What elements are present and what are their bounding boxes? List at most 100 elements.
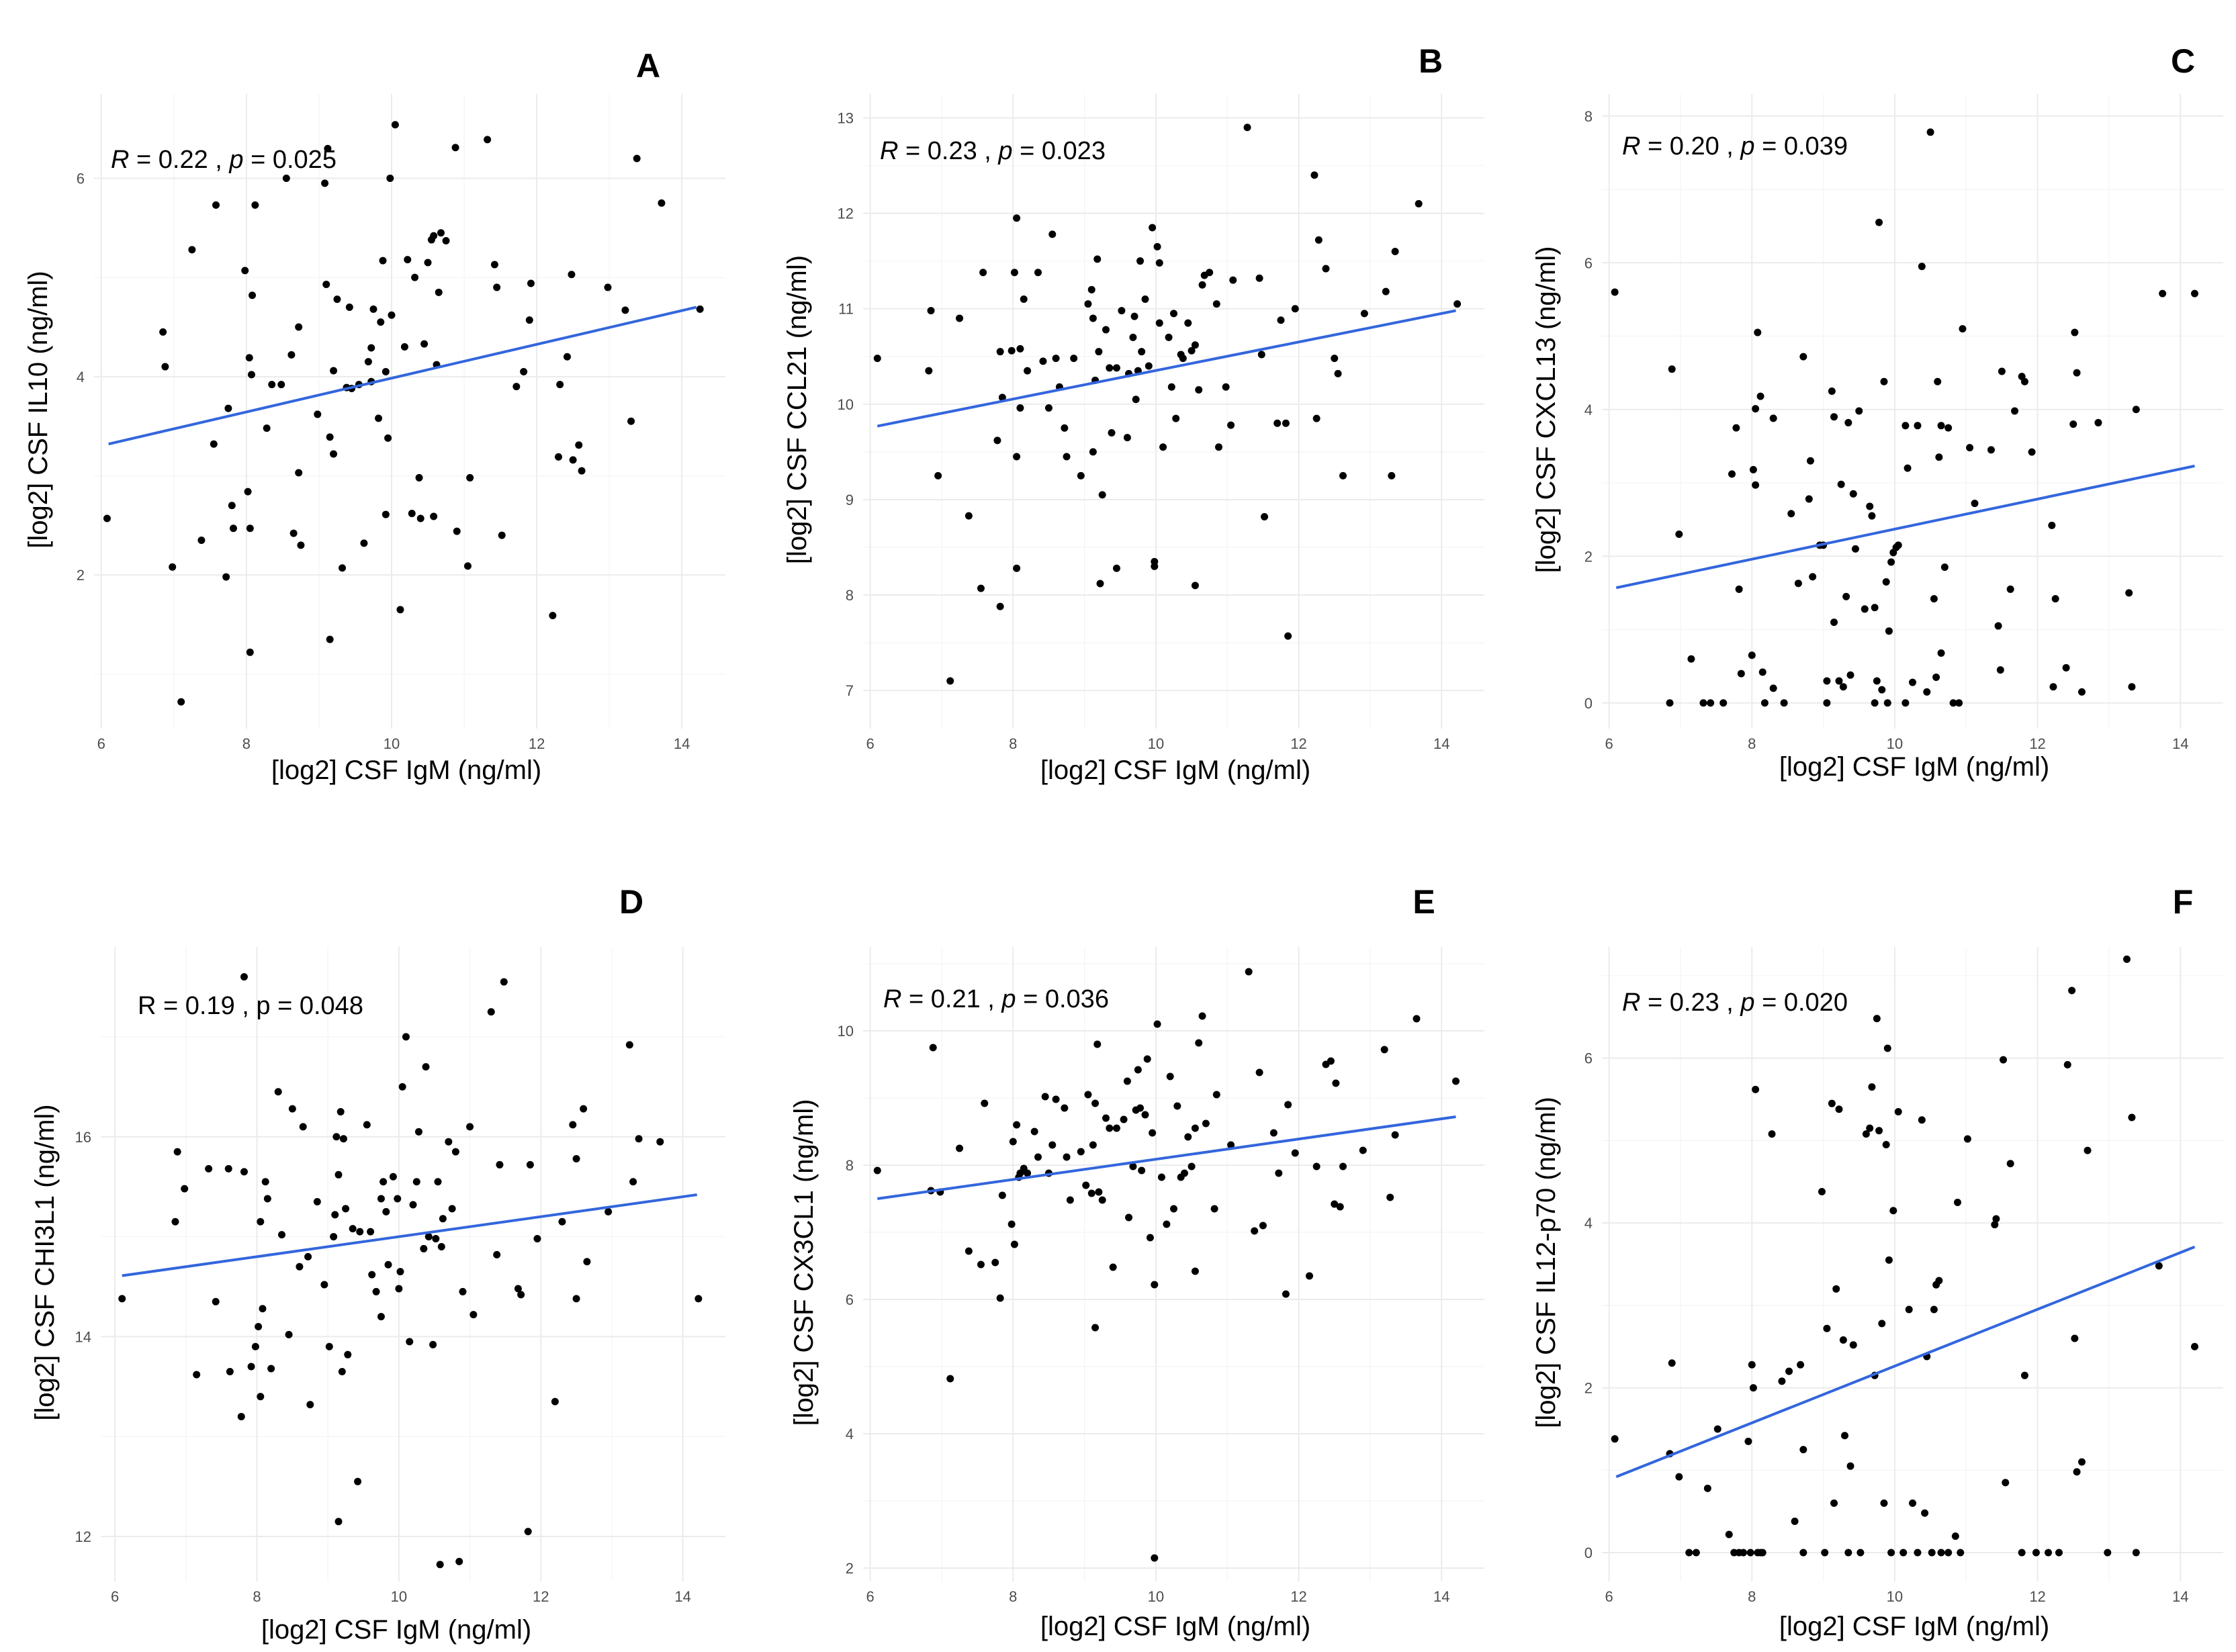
data-point	[1261, 513, 1269, 521]
data-point	[171, 1218, 179, 1226]
data-point	[1875, 218, 1883, 226]
data-point	[222, 573, 230, 581]
data-point	[1191, 582, 1199, 590]
data-point	[354, 1477, 362, 1485]
data-point	[416, 514, 424, 522]
data-point	[2073, 369, 2081, 377]
y-tick-label: 8	[846, 1157, 854, 1174]
data-point	[338, 1367, 346, 1375]
data-point	[1937, 422, 1945, 430]
data-point	[442, 237, 450, 245]
data-point	[240, 1168, 248, 1176]
data-point	[1818, 1188, 1826, 1195]
data-point	[2128, 683, 2136, 691]
data-point	[2190, 289, 2198, 297]
data-point	[1926, 128, 1934, 136]
x-axis-label: [log2] CSF IgM (ng/ml)	[1779, 752, 2049, 782]
y-axis-label: [log2] CSF CCL21 (ng/ml)	[782, 255, 812, 564]
data-point	[635, 1135, 643, 1143]
data-point	[439, 1215, 447, 1223]
data-point	[2048, 521, 2056, 529]
x-tick-label: 8	[1748, 735, 1756, 752]
x-tick-label: 12	[533, 1588, 549, 1605]
data-point	[1904, 464, 1912, 472]
data-point	[1937, 649, 1945, 657]
data-point	[1009, 1138, 1017, 1146]
data-point	[1971, 500, 1979, 508]
data-point	[1008, 1220, 1016, 1228]
data-point	[1360, 310, 1368, 318]
data-point	[1921, 1509, 1929, 1517]
data-point	[1214, 443, 1222, 451]
data-point	[1191, 1124, 1199, 1132]
y-tick-label: 12	[75, 1528, 91, 1545]
data-point	[263, 1195, 271, 1203]
panel-c: 6 8 10 12 14 0 2 4 6 8 C R = 0.20 , p = 0.039 [log2]…	[1531, 42, 2223, 782]
data-point	[289, 529, 298, 537]
data-point	[2011, 407, 2019, 415]
data-point	[1108, 428, 1116, 437]
data-point	[569, 456, 577, 464]
data-point	[1024, 367, 1032, 375]
data-point	[1959, 325, 1967, 333]
data-point	[1451, 1077, 1460, 1085]
data-point	[965, 512, 973, 520]
data-point	[1828, 387, 1836, 395]
y-tick-label: 2	[77, 567, 85, 584]
data-point	[1955, 699, 1963, 707]
data-point	[257, 1393, 265, 1401]
data-point	[459, 1287, 467, 1295]
data-point	[1887, 558, 1895, 566]
data-point	[1885, 627, 1893, 635]
data-point	[1785, 1367, 1793, 1375]
data-point	[1039, 357, 1047, 365]
data-point	[304, 1252, 312, 1260]
data-point	[377, 1313, 385, 1321]
data-point	[437, 229, 445, 237]
data-point	[1737, 670, 1745, 678]
data-point	[1269, 1129, 1278, 1137]
data-point	[1806, 457, 1814, 465]
data-point	[527, 279, 535, 287]
data-point	[629, 1178, 637, 1186]
x-tick-label: 6	[866, 1588, 875, 1605]
data-point	[1839, 683, 1847, 691]
data-point	[1758, 1549, 1767, 1557]
data-point	[520, 367, 528, 375]
panel-b: 6 8 10 12 14 7 8 9 10 11 12 13 B R = 0.23 , p = 0.023…	[782, 42, 1484, 785]
data-point	[1063, 1153, 1071, 1161]
data-point	[1153, 242, 1161, 250]
data-point	[1141, 295, 1149, 304]
data-point	[1306, 1272, 1314, 1280]
data-point	[996, 348, 1004, 356]
data-point	[1251, 1227, 1259, 1235]
y-tick-label: 9	[846, 492, 854, 508]
data-point	[1966, 444, 1974, 452]
data-point	[1070, 355, 1078, 363]
data-point	[1905, 1305, 1913, 1314]
data-point	[1149, 224, 1157, 232]
data-point	[1179, 355, 1187, 363]
data-point	[334, 1171, 343, 1179]
stat-annotation: R = 0.23 , p = 0.020	[1622, 989, 1848, 1017]
data-point	[1909, 1499, 1916, 1507]
y-tick-label: 10	[838, 396, 854, 413]
y-axis-label: [log2] CSF CX3CL1 (ng/ml)	[789, 1099, 819, 1426]
data-point	[1849, 490, 1857, 498]
data-point	[394, 1195, 402, 1203]
panel-f: 6 8 10 12 14 0 2 4 6 F R = 0.23 , p = 0.020 [log2] …	[1531, 883, 2223, 1641]
data-point	[1851, 545, 1859, 553]
data-point	[406, 1338, 414, 1346]
panel-d: 6 8 10 12 14 12 14 16 D R = 0.19 , p = 0.048 [log2…	[30, 883, 725, 1645]
panel-letter: C	[2171, 42, 2195, 80]
data-point	[1878, 686, 1886, 694]
data-point	[1778, 1377, 1786, 1385]
x-tick-label: 12	[1290, 1588, 1306, 1605]
data-point	[287, 351, 296, 359]
data-point	[1184, 1133, 1192, 1141]
data-point	[621, 306, 629, 314]
x-tick-label: 10	[391, 1588, 407, 1605]
data-point	[2132, 406, 2140, 414]
data-point	[277, 381, 285, 389]
